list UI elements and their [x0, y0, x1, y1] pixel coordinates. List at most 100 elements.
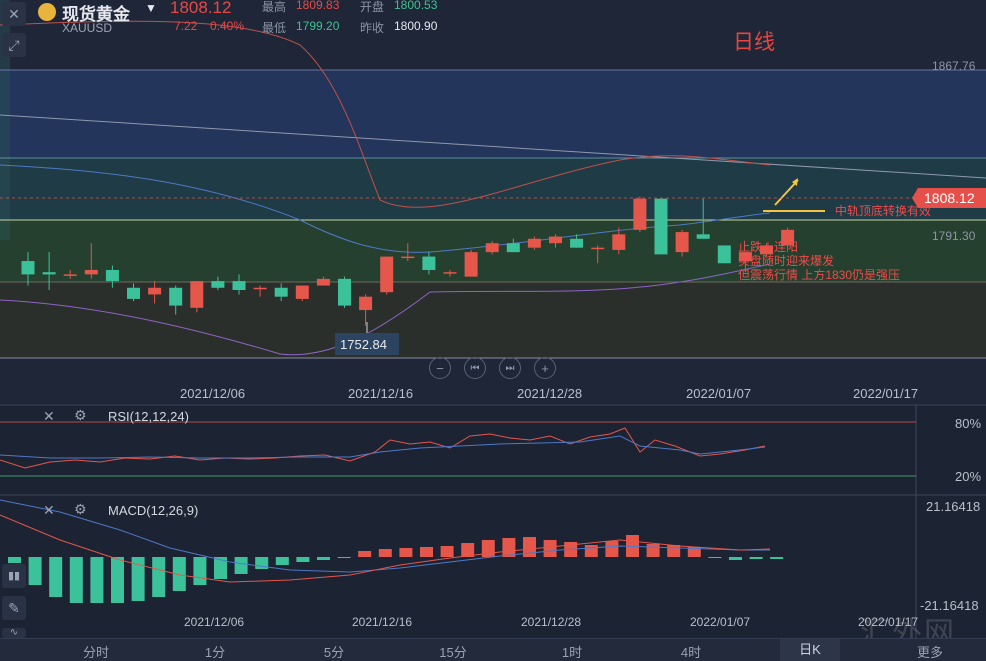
draw-tool-icon[interactable]: ✎ [2, 596, 26, 620]
zoom-in-icon[interactable]: + [534, 357, 556, 379]
candle-body [612, 234, 626, 250]
candle-body [422, 256, 436, 270]
candles-group [21, 196, 795, 326]
settings-macd-icon[interactable]: ⚙ [74, 501, 87, 517]
open-label: 开盘 [360, 0, 385, 14]
macd-bar [523, 537, 536, 557]
tab-1min[interactable]: 1分 [204, 645, 226, 660]
period-label: 日线 [733, 31, 775, 54]
macd-bar [687, 547, 701, 557]
period-tabs: 分时 1分 5分 15分 1时 4时 日K 更多 [0, 638, 986, 661]
fullscreen-icon[interactable]: ⤢ [2, 33, 26, 57]
tab-intraday[interactable]: 分时 [82, 645, 109, 660]
candle-body [760, 245, 773, 255]
macd-bar [69, 557, 83, 603]
chevron-down-icon[interactable]: ▼ [145, 1, 157, 15]
annotation-arrow [774, 179, 799, 206]
current-price-tag-label: 1808.12 [924, 190, 975, 206]
close-icon[interactable]: ✕ [2, 2, 26, 26]
candle-body [781, 229, 795, 246]
macd-x-tick: 2022/01/07 [690, 615, 751, 629]
candle-body [105, 269, 119, 282]
jump-start-icon[interactable]: ⏮ [464, 357, 486, 379]
macd-bar [420, 547, 433, 557]
signal-tool-icon[interactable]: ∿ [2, 628, 26, 638]
candle-body [443, 272, 457, 274]
macd-bar [152, 557, 166, 597]
macd-bar [646, 544, 660, 557]
lower-band [0, 263, 771, 356]
tab-1hour[interactable]: 1时 [561, 645, 583, 660]
tab-4hour[interactable]: 4时 [680, 645, 702, 660]
macd-bar [729, 557, 742, 560]
middle-band [0, 164, 771, 253]
tab-daily[interactable]: 日K [780, 639, 840, 661]
open-value: 1800.53 [394, 0, 438, 12]
candle-body [570, 238, 584, 248]
macd-bar [605, 541, 619, 557]
high-label: 最高 [262, 0, 287, 14]
candle-body [549, 236, 562, 244]
candle-body [63, 274, 77, 276]
low-value: 1799.20 [296, 19, 340, 33]
candle-body [148, 287, 162, 295]
candle-body [21, 261, 35, 275]
candle-body [211, 281, 225, 288]
x-tick: 2021/12/06 [180, 386, 246, 401]
candle-body [190, 281, 204, 308]
band-olive [0, 282, 986, 358]
macd-x-tick: 2021/12/28 [521, 615, 582, 629]
settings-rsi-icon[interactable]: ⚙ [74, 407, 87, 423]
tab-15min[interactable]: 15分 [439, 645, 467, 660]
macd-bar [111, 557, 124, 603]
indicator-tool-icon[interactable]: ▮▮ [2, 564, 26, 588]
low-label: 最低 [262, 21, 287, 35]
macd-bar [584, 545, 598, 557]
jump-end-icon[interactable]: ⏭ [499, 357, 521, 379]
tab-5min[interactable]: 5分 [323, 645, 345, 660]
candle-body [84, 269, 98, 275]
candle-body [359, 296, 373, 311]
candle-body [464, 252, 478, 277]
annotation-line-2: 买盘随时迎来爆发 [738, 254, 835, 268]
instrument-name[interactable]: 现货黄金 [62, 5, 130, 24]
candle-body [295, 285, 309, 299]
macd-bar [214, 557, 227, 579]
x-tick: 2021/12/16 [348, 386, 414, 401]
x-tick: 2022/01/07 [686, 386, 752, 401]
candle-body [232, 281, 246, 291]
close-macd-icon[interactable]: ✕ [43, 502, 55, 518]
candle-body [675, 232, 689, 253]
zoom-out-icon[interactable]: − [429, 357, 451, 379]
x-tick: 2021/12/28 [517, 386, 583, 401]
high-value: 1809.83 [296, 0, 340, 12]
macd-bar [28, 557, 42, 585]
x-tick: 2022/01/17 [853, 386, 919, 401]
coin-icon [38, 3, 56, 21]
rsi-line-2 [0, 435, 766, 459]
annotation-arrowhead [792, 178, 798, 186]
macd-bar [234, 557, 248, 574]
band-teal [0, 158, 986, 220]
candle-body [401, 256, 415, 259]
macd-bar [337, 557, 351, 558]
candle-body [274, 287, 288, 297]
tab-more[interactable]: 更多 [916, 645, 943, 660]
macd-x-tick: 2022/01/17 [858, 615, 919, 629]
candle-body [696, 234, 710, 239]
macd-bar [275, 557, 289, 565]
rsi-title: RSI(12,12,24) [108, 409, 189, 424]
annotation-top: 中轨顶底转换有效 [835, 204, 932, 218]
candle-body [506, 243, 520, 253]
candle-body [591, 247, 605, 250]
candle-body [738, 252, 752, 262]
macd-x-tick: 2021/12/06 [184, 615, 245, 629]
close-rsi-icon[interactable]: ✕ [43, 408, 55, 424]
macd-bar [90, 557, 104, 603]
macd-bar [172, 557, 186, 591]
macd-bar [193, 557, 207, 585]
trend-line [0, 114, 986, 179]
macd-bar [749, 557, 763, 559]
macd-bar [296, 557, 310, 562]
